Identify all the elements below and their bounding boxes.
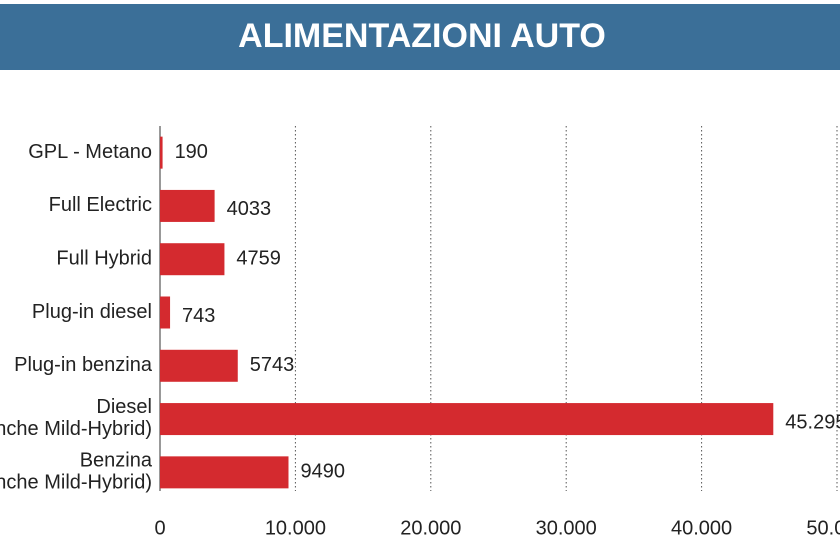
value-label: 5743 [250,354,295,376]
x-tick-label: 40.000 [671,517,732,539]
bar [160,296,171,329]
bar [160,189,215,222]
value-label: 190 [175,141,208,163]
bar [160,456,289,489]
value-label: 743 [182,305,215,327]
title-bar [0,4,840,70]
y-tick-label: Plug-in diesel [32,301,152,323]
y-tick-label: Plug-in benzina [14,354,153,376]
value-label: 45.295 [785,411,840,433]
bar [160,349,238,382]
x-tick-label: 20.000 [400,517,461,539]
value-label: 9490 [300,461,345,483]
bar [160,243,225,276]
x-tick-label: 50.000 [806,517,840,539]
value-label: 4033 [227,198,271,220]
y-tick-label: GPL - Metano [28,141,152,163]
x-tick-label: 0 [154,517,165,539]
value-label: 4759 [236,247,281,269]
x-tick-label: 30.000 [536,517,597,539]
bar [160,403,774,436]
y-tick-label: Full Electric [49,194,152,216]
chart-title: ALIMENTAZIONI AUTO [238,17,606,55]
bar [160,136,163,169]
x-tick-label: 10.000 [265,517,326,539]
y-tick-label: Full Hybrid [56,247,152,269]
